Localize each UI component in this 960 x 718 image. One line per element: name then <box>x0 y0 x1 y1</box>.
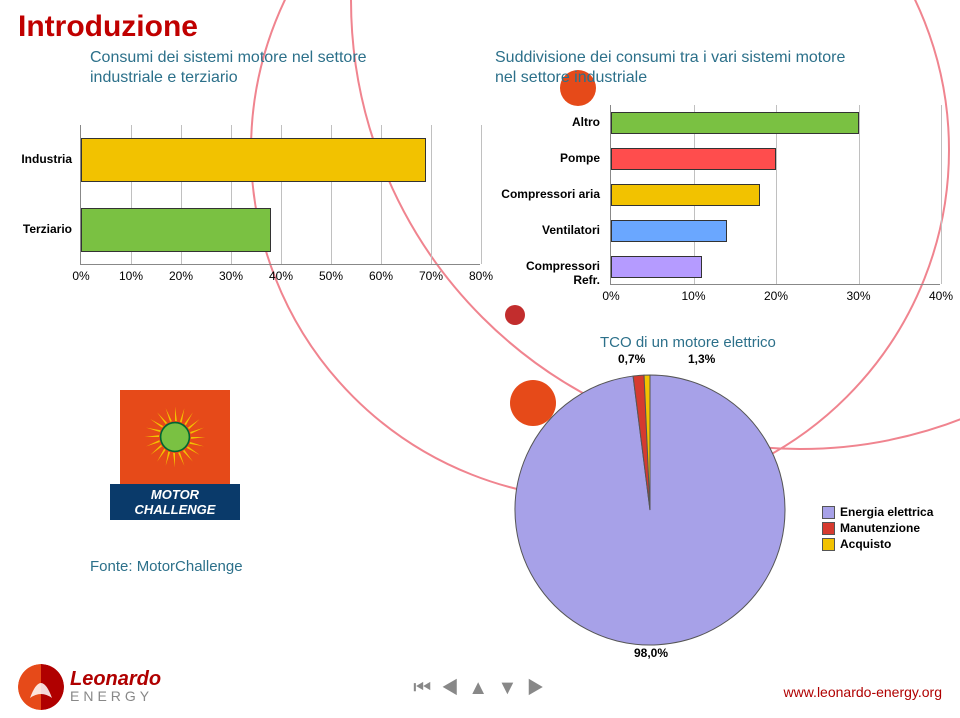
legend-swatch <box>822 506 835 519</box>
tco-legend: Energia elettrica Manutenzione Acquisto <box>822 505 933 553</box>
category-label: Terziario <box>18 222 76 236</box>
legend-item: Manutenzione <box>822 521 933 535</box>
x-tick-label: 50% <box>319 269 343 283</box>
bar-row <box>611 105 940 141</box>
tco-pie-chart: 0,7%1,3%98,0% <box>500 350 800 650</box>
page-title: Introduzione <box>18 10 198 44</box>
x-tick-label: 30% <box>219 269 243 283</box>
bar-row <box>611 177 940 213</box>
x-tick-label: 10% <box>681 289 705 303</box>
leonardo-logo: Leonardo ENERGY <box>18 664 161 710</box>
category-label: Pompe <box>500 151 604 165</box>
category-label: Altro <box>500 115 604 129</box>
tco-title: TCO di un motore elettrico <box>600 334 776 351</box>
left-bar-chart: 0%10%20%30%40%50%60%70%80% IndustriaTerz… <box>18 125 488 305</box>
bar <box>611 148 776 170</box>
x-tick-label: 20% <box>169 269 193 283</box>
legend-swatch <box>822 522 835 535</box>
bar-row <box>611 249 940 285</box>
x-tick-label: 30% <box>846 289 870 303</box>
legend-item: Energia elettrica <box>822 505 933 519</box>
x-tick-label: 80% <box>469 269 493 283</box>
pie-slice-label: 98,0% <box>634 646 668 660</box>
legend-label: Energia elettrica <box>840 505 933 519</box>
x-tick-label: 60% <box>369 269 393 283</box>
leonardo-mark-icon <box>18 664 64 710</box>
bar <box>611 256 702 278</box>
gridline <box>941 105 942 284</box>
pie-slice-label: 0,7% <box>618 352 645 366</box>
gridline <box>481 125 482 264</box>
source-label: Fonte: MotorChallenge <box>90 558 243 575</box>
x-tick-label: 10% <box>119 269 143 283</box>
bar-row <box>611 141 940 177</box>
bar <box>611 184 760 206</box>
bar-row <box>81 125 480 195</box>
x-tick-label: 40% <box>269 269 293 283</box>
x-tick-label: 70% <box>419 269 443 283</box>
legend-swatch <box>822 538 835 551</box>
x-tick-label: 20% <box>764 289 788 303</box>
pie-slice-label: 1,3% <box>688 352 715 366</box>
category-label: Ventilatori <box>500 223 604 237</box>
bar <box>81 138 426 182</box>
x-tick-label: 0% <box>602 289 619 303</box>
motor-challenge-icon <box>120 390 230 484</box>
bar-row <box>611 213 940 249</box>
category-label: Compressori Refr. <box>500 259 604 287</box>
left-chart-subtitle: Consumi dei sistemi motore nel settore i… <box>90 48 390 88</box>
bar <box>611 112 859 134</box>
leonardo-wordmark: Leonardo ENERGY <box>70 670 161 704</box>
legend-label: Manutenzione <box>840 521 920 535</box>
right-bar-chart: 0% 10% 20% 30% 40% Altro Pompe Compressori ari… <box>500 105 950 325</box>
bar <box>81 208 271 252</box>
motor-challenge-label: MOTOR CHALLENGE <box>110 484 240 520</box>
footer-url: www.leonardo-energy.org <box>784 684 943 700</box>
category-label: Compressori aria <box>500 187 604 201</box>
bar-row <box>81 195 480 265</box>
category-label: Industria <box>18 152 76 166</box>
x-tick-label: 0% <box>72 269 89 283</box>
right-chart-subtitle: Suddivisione dei consumi tra i vari sist… <box>495 48 855 88</box>
legend-item: Acquisto <box>822 537 933 551</box>
legend-label: Acquisto <box>840 537 891 551</box>
x-tick-label: 40% <box>929 289 953 303</box>
motor-challenge-badge: MOTOR CHALLENGE <box>110 390 240 520</box>
bar <box>611 220 727 242</box>
nav-icons[interactable]: ⏮ ◀ ▲ ▼ ▶ <box>413 677 547 700</box>
